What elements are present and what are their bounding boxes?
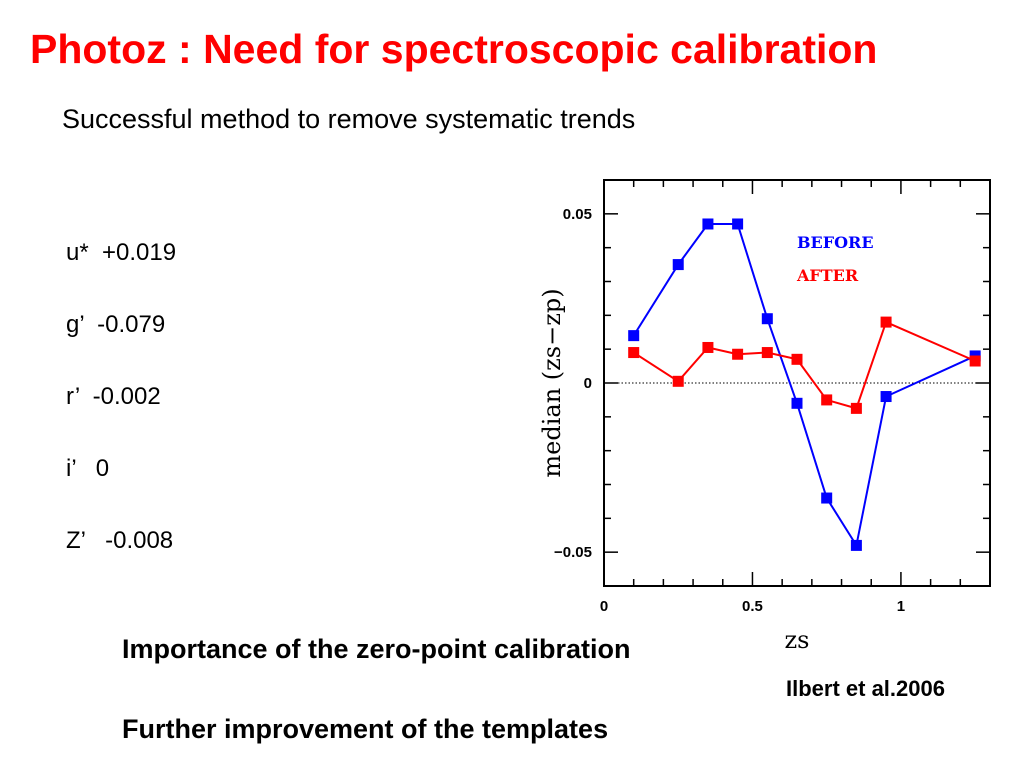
data-point-before — [702, 218, 714, 230]
data-point-before — [880, 391, 892, 403]
data-point-before — [761, 313, 773, 325]
offset-i: i’ 0 — [66, 455, 110, 482]
series-line-after — [633, 320, 976, 410]
offset-u: u* +0.019 — [66, 239, 177, 266]
offset-g: g’ -0.079 — [66, 311, 166, 338]
slide-subtitle: Successful method to remove systematic t… — [62, 104, 636, 134]
data-point-after — [969, 355, 981, 367]
y-tick-label: 0 — [584, 375, 592, 392]
offset-z: Z’ -0.008 — [66, 527, 174, 554]
data-point-before — [672, 259, 684, 271]
data-point-after — [821, 394, 833, 406]
offset-r: r’ -0.002 — [66, 383, 161, 410]
point-template-improvement: Further improvement of the templates — [122, 714, 609, 744]
data-point-before — [732, 218, 744, 230]
x-tick-label: 0.5 — [742, 598, 763, 615]
data-point-before — [791, 397, 803, 409]
series-line-before — [632, 222, 976, 549]
slide-title: Photoz : Need for spectroscopic calibrat… — [30, 26, 878, 72]
x-tick-label: 1 — [897, 598, 905, 615]
y-tick-label: 0.05 — [563, 206, 592, 223]
data-point-before — [628, 330, 640, 342]
zero-point-offsets-list: u* +0.019 g’ -0.079 r’ -0.002 i’ 0 Z’ -0… — [66, 234, 176, 594]
median-offset-chart: 0 0.5 1 0.05 0 −0.05 BEFORE AFTER zs median (zs… — [538, 179, 991, 654]
data-point-after — [702, 341, 714, 353]
point-zero-point-calibration: Importance of the zero-point calibration — [122, 634, 631, 664]
legend-entry-before: BEFORE — [797, 233, 874, 252]
data-point-after — [850, 402, 862, 414]
data-point-after — [672, 375, 684, 387]
data-point-after — [791, 353, 803, 365]
y-axis-label: median (zs−zp) — [538, 288, 566, 477]
data-point-before — [821, 492, 833, 504]
citation: Ilbert et al.2006 — [786, 676, 945, 701]
data-point-after — [761, 347, 773, 359]
data-point-after — [732, 348, 744, 360]
x-axis-label: zs — [785, 626, 810, 654]
x-tick-label: 0 — [600, 598, 608, 615]
data-point-after — [628, 347, 640, 359]
data-point-after — [880, 316, 892, 328]
y-tick-label: −0.05 — [554, 544, 592, 561]
legend-entry-after: AFTER — [796, 266, 859, 285]
data-point-before — [850, 539, 862, 551]
